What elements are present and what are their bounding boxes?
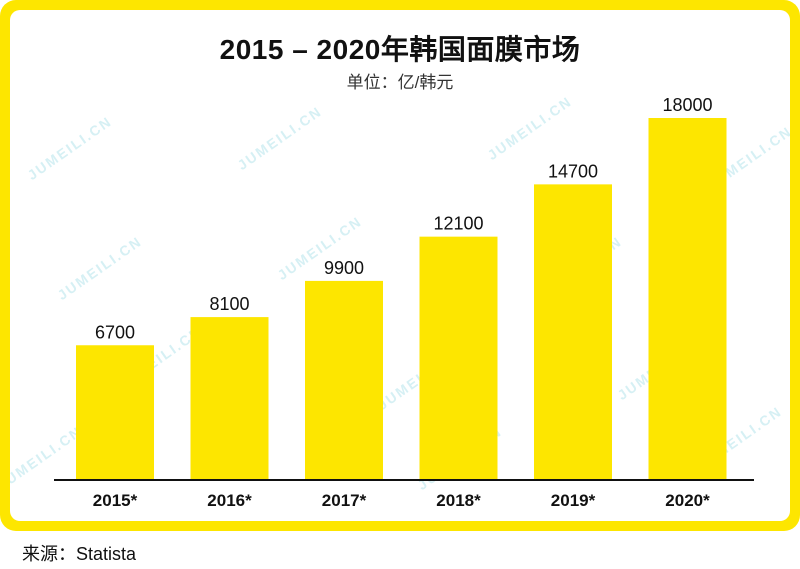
bar-2018	[419, 236, 498, 480]
data-label: 14700	[548, 161, 598, 181]
chart-frame: JUMEILI.CN JUMEILI.CN JUMEILI.CN JUMEILI…	[0, 0, 800, 531]
chart-title: 2015 – 2020年韩国面膜市场	[219, 34, 581, 65]
data-label: 18000	[662, 95, 712, 115]
x-tick-label: 2018*	[436, 491, 481, 510]
x-tick-label: 2020*	[665, 491, 710, 510]
data-label: 8100	[209, 294, 249, 314]
bar-2017	[305, 280, 383, 480]
bar-2015	[76, 345, 154, 480]
x-tick-label: 2019*	[551, 491, 596, 510]
bar-2016	[190, 317, 269, 480]
x-tick-label: 2015*	[93, 491, 138, 510]
source-note: 来源：Statista	[22, 544, 137, 564]
x-tick-label: 2017*	[322, 491, 367, 510]
chart-subtitle: 单位：亿/韩元	[346, 73, 454, 92]
x-tick-label: 2016*	[207, 491, 252, 510]
bar-chart: 6700 2015* 8100 2016* 9900 2017* 12100 2018* 147…	[54, 95, 754, 510]
data-label: 9900	[324, 258, 364, 278]
data-label: 12100	[433, 214, 483, 234]
chart-panel: JUMEILI.CN JUMEILI.CN JUMEILI.CN JUMEILI…	[10, 10, 790, 521]
data-label: 6700	[95, 322, 135, 342]
bar-2019	[534, 184, 612, 480]
bar-2020	[648, 118, 727, 480]
